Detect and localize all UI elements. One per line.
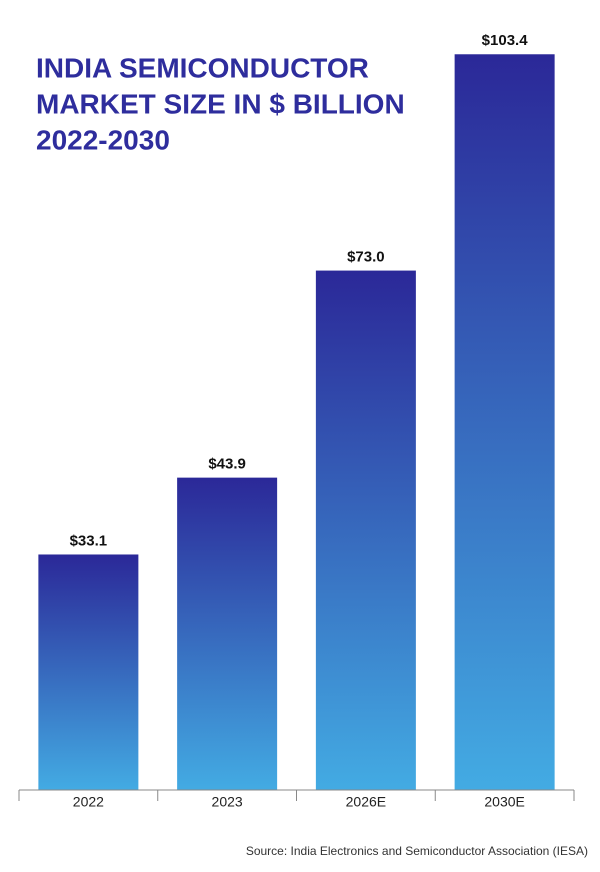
- x-tick-label: 2022: [73, 794, 104, 810]
- source-note: Source: India Electronics and Semiconduc…: [246, 844, 588, 858]
- bar: [177, 477, 278, 790]
- x-tick-label: 2026E: [346, 794, 386, 810]
- chart-title: INDIA SEMICONDUCTOR: [36, 52, 369, 83]
- value-label: $43.9: [208, 456, 246, 473]
- chart-title: MARKET SIZE IN $ BILLION: [36, 88, 405, 119]
- value-label: $103.4: [482, 32, 529, 49]
- x-tick-label: 2023: [212, 794, 243, 810]
- bar: [38, 554, 139, 790]
- value-label: $33.1: [70, 532, 108, 549]
- x-tick-label: 2030E: [484, 794, 524, 810]
- chart-title: 2022-2030: [36, 124, 170, 155]
- bar: [315, 270, 416, 791]
- value-label: $73.0: [347, 249, 385, 266]
- bar: [454, 54, 555, 791]
